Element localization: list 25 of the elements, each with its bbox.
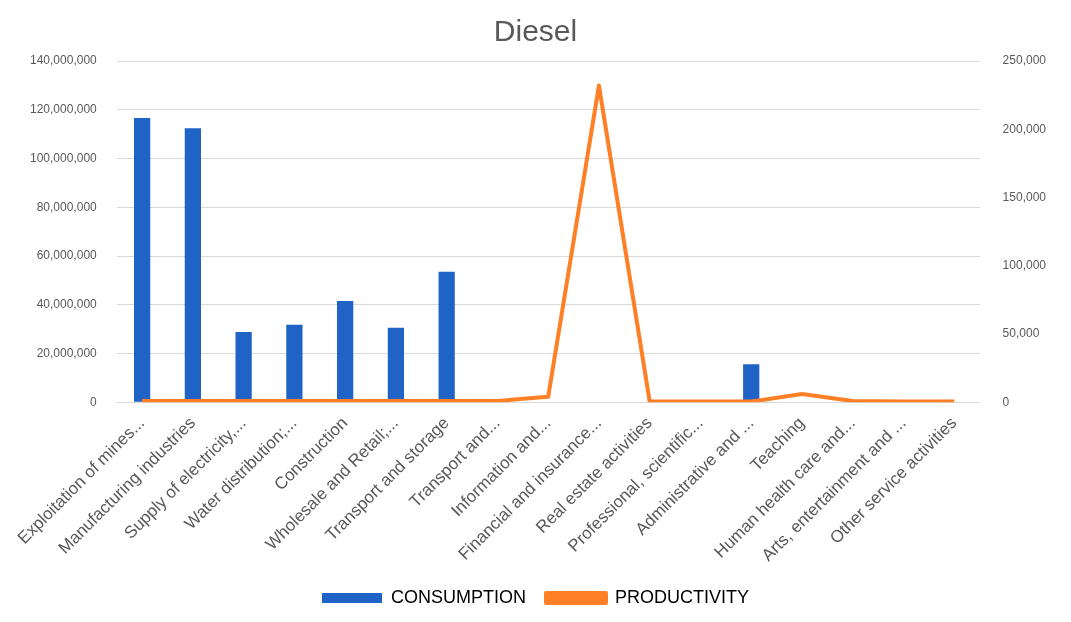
y2-tick-label: 50,000: [1002, 326, 1040, 341]
y-tick-label: 80,000,000: [36, 199, 98, 214]
y-tick-label: 60,000,000: [36, 248, 98, 263]
bar: [235, 332, 252, 402]
y2-tick-label: 0: [1002, 394, 1010, 409]
bar: [133, 118, 151, 402]
bar: [184, 128, 201, 402]
y-tick-label: 100,000,000: [30, 150, 98, 165]
legend-label: PRODUCTIVITY: [615, 586, 750, 607]
y2-tick-label: 150,000: [1002, 189, 1047, 204]
y2-tick-label: 200,000: [1002, 121, 1047, 136]
bar: [286, 324, 303, 402]
y-tick-label: 120,000,000: [30, 102, 98, 117]
legend-label: CONSUMPTION: [391, 586, 526, 607]
y-tick-label: 140,000,000: [30, 53, 98, 68]
bar: [337, 301, 354, 402]
bar: [438, 271, 455, 402]
y-tick-label: 0: [90, 394, 98, 409]
bar: [743, 364, 760, 402]
y-tick-label: 20,000,000: [36, 345, 98, 360]
bar: [387, 327, 405, 402]
y2-tick-label: 100,000: [1002, 258, 1047, 273]
y-tick-label: 40,000,000: [36, 297, 98, 312]
chart-title: Diesel: [493, 14, 578, 48]
y2-tick-label: 250,000: [1002, 53, 1047, 68]
